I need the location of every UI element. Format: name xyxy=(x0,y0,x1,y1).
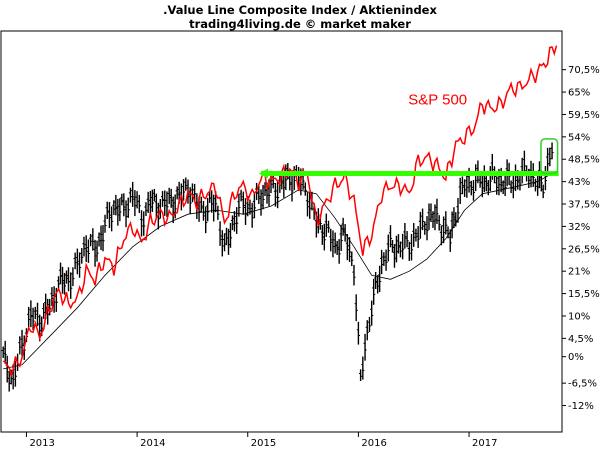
y-tick-label: 10% xyxy=(568,311,590,322)
y-tick-label: -12% xyxy=(568,401,594,412)
x-tick-label: 2014 xyxy=(140,438,165,449)
y-tick-label: -6,5% xyxy=(568,379,597,390)
y-tick-label: 54% xyxy=(568,132,590,143)
sp500-label: S&P 500 xyxy=(408,91,467,108)
sma-line xyxy=(3,173,553,370)
plot-frame xyxy=(0,30,563,433)
y-tick-label: 65% xyxy=(568,88,590,99)
plot-marks xyxy=(1,45,559,392)
breakout-box xyxy=(540,138,559,175)
y-tick-label: 70,5% xyxy=(568,65,600,76)
resistance-arrow xyxy=(259,168,269,179)
y-tick-label: 43% xyxy=(568,177,590,188)
x-tick-label: 2017 xyxy=(472,438,497,449)
y-tick-label: 48,5% xyxy=(568,155,600,166)
y-tick-label: 59,5% xyxy=(568,110,600,121)
x-tick-label: 2016 xyxy=(361,438,386,449)
x-axis: 2013 2014 2015 2016 2017 xyxy=(25,432,498,449)
y-tick-label: 15,5% xyxy=(568,289,600,300)
x-tick-label: 2013 xyxy=(29,438,54,449)
x-tick-label: 2015 xyxy=(251,438,276,449)
y-tick-label: 37,5% xyxy=(568,200,600,211)
y-tick-label: 32% xyxy=(568,222,590,233)
chart-title: .Value Line Composite Index / Aktieninde… xyxy=(163,3,437,17)
sp500-line xyxy=(2,45,558,378)
y-axis: 70,5% 65% 59,5% 54% 48,5% 43% 37,5% 32% 26,5% 21%… xyxy=(562,65,600,412)
y-tick-label: 0% xyxy=(568,352,584,363)
y-tick-label: 4,5% xyxy=(568,334,593,345)
chart-subtitle: trading4living.de © market maker xyxy=(189,17,411,31)
y-tick-label: 26,5% xyxy=(568,244,600,255)
y-tick-label: 21% xyxy=(568,267,590,278)
